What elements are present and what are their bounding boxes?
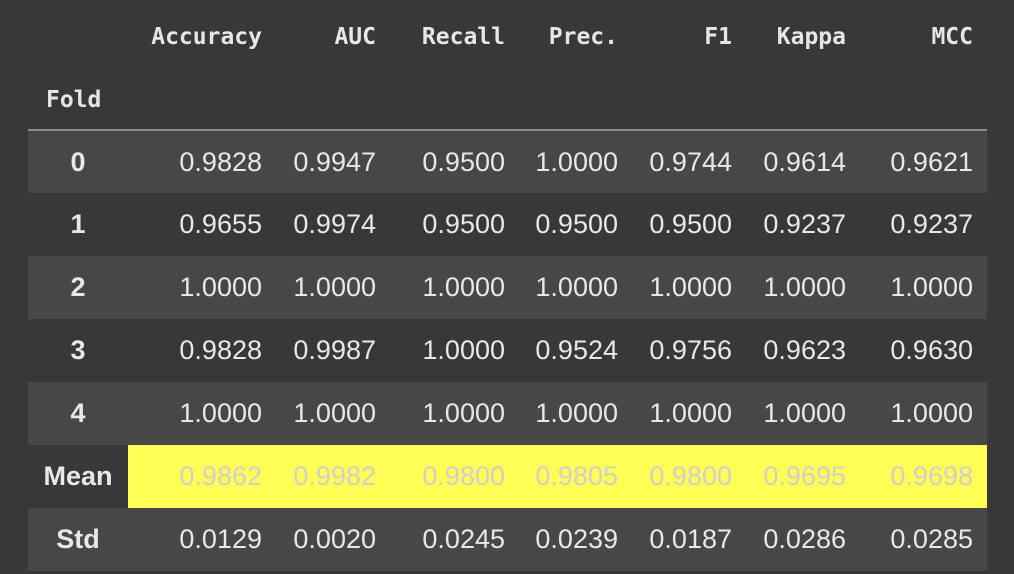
column-header: F1 bbox=[704, 23, 732, 50]
row-label: 4 bbox=[28, 382, 128, 445]
table-cell: 0.9828 bbox=[128, 130, 276, 193]
row-label: Mean bbox=[28, 445, 128, 508]
table-body: 0 0.9828 0.9947 0.9500 1.0000 0.9744 0.9614 0.9… bbox=[28, 130, 987, 571]
table-cell: 1.0000 bbox=[632, 256, 746, 319]
table-cell: 1.0000 bbox=[276, 256, 390, 319]
column-header: Prec. bbox=[548, 23, 618, 50]
table-cell: 0.0239 bbox=[519, 508, 632, 571]
table-cell: 0.9695 bbox=[746, 445, 860, 508]
table-cell: 0.9862 bbox=[128, 445, 276, 508]
index-name-row: Fold bbox=[28, 73, 987, 131]
table-cell: 0.0129 bbox=[128, 508, 276, 571]
table-cell: 0.9800 bbox=[390, 445, 519, 508]
table-cell: 0.9987 bbox=[276, 319, 390, 382]
table-cell: 1.0000 bbox=[860, 256, 987, 319]
table-cell: 0.9500 bbox=[632, 193, 746, 256]
column-header: Kappa bbox=[776, 23, 846, 50]
column-header: Accuracy bbox=[151, 23, 262, 50]
row-label: 1 bbox=[28, 193, 128, 256]
row-label: 0 bbox=[28, 130, 128, 193]
table-cell: 1.0000 bbox=[746, 256, 860, 319]
table-cell: 0.9698 bbox=[860, 445, 987, 508]
table-row-mean: Mean 0.9862 0.9982 0.9800 0.9805 0.9800 0.9695… bbox=[28, 445, 987, 508]
table-cell: 0.9500 bbox=[519, 193, 632, 256]
table-cell: 0.0020 bbox=[276, 508, 390, 571]
table-cell: 0.9623 bbox=[746, 319, 860, 382]
table-cell: 1.0000 bbox=[519, 382, 632, 445]
table-cell: 1.0000 bbox=[519, 130, 632, 193]
table-row: 0 0.9828 0.9947 0.9500 1.0000 0.9744 0.9614 0.9… bbox=[28, 130, 987, 193]
table-cell: 0.0286 bbox=[746, 508, 860, 571]
row-label: Std bbox=[28, 508, 128, 571]
table-cell: 0.9237 bbox=[746, 193, 860, 256]
table-cell: 0.9524 bbox=[519, 319, 632, 382]
index-name-header: Fold bbox=[28, 73, 128, 131]
table-cell: 0.9800 bbox=[632, 445, 746, 508]
table-row: 2 1.0000 1.0000 1.0000 1.0000 1.0000 1.0000 1.0… bbox=[28, 256, 987, 319]
table-cell: 1.0000 bbox=[390, 319, 519, 382]
table-cell: 0.9500 bbox=[390, 130, 519, 193]
table-row: 4 1.0000 1.0000 1.0000 1.0000 1.0000 1.0000 1.0… bbox=[28, 382, 987, 445]
table-cell: 1.0000 bbox=[519, 256, 632, 319]
column-header: MCC bbox=[931, 23, 973, 50]
table-cell: 0.9947 bbox=[276, 130, 390, 193]
row-label: 3 bbox=[28, 319, 128, 382]
table-cell: 1.0000 bbox=[390, 256, 519, 319]
table-cell: 1.0000 bbox=[128, 382, 276, 445]
column-header: Recall bbox=[421, 23, 505, 50]
table-row: 1 0.9655 0.9974 0.9500 0.9500 0.9500 0.9237 0.9… bbox=[28, 193, 987, 256]
table-cell: 0.9655 bbox=[128, 193, 276, 256]
table-cell: 0.0187 bbox=[632, 508, 746, 571]
table-cell: 0.9614 bbox=[746, 130, 860, 193]
table-cell: 1.0000 bbox=[632, 382, 746, 445]
table-row: 3 0.9828 0.9987 1.0000 0.9524 0.9756 0.9623 0.9… bbox=[28, 319, 987, 382]
table-cell: 0.9744 bbox=[632, 130, 746, 193]
table-cell: 0.9630 bbox=[860, 319, 987, 382]
table-cell: 0.9237 bbox=[860, 193, 987, 256]
table-cell: 0.0245 bbox=[390, 508, 519, 571]
table-cell: 1.0000 bbox=[860, 382, 987, 445]
table-cell: 0.9828 bbox=[128, 319, 276, 382]
table-cell: 1.0000 bbox=[746, 382, 860, 445]
table-cell: 0.9756 bbox=[632, 319, 746, 382]
cv-results-table: Accuracy AUC Recall Prec. F1 Kappa MCC F… bbox=[28, 0, 987, 571]
column-header-row: Accuracy AUC Recall Prec. F1 Kappa MCC bbox=[28, 0, 987, 73]
table-cell: 0.9621 bbox=[860, 130, 987, 193]
index-name-row-spacer bbox=[128, 73, 987, 131]
index-header-blank bbox=[28, 0, 128, 73]
table-cell: 0.9974 bbox=[276, 193, 390, 256]
column-header: AUC bbox=[334, 23, 376, 50]
table-cell: 0.0285 bbox=[860, 508, 987, 571]
table-row-std: Std 0.0129 0.0020 0.0245 0.0239 0.0187 0.0286 0… bbox=[28, 508, 987, 571]
row-label: 2 bbox=[28, 256, 128, 319]
table-cell: 0.9805 bbox=[519, 445, 632, 508]
table-cell: 1.0000 bbox=[128, 256, 276, 319]
table-cell: 0.9500 bbox=[390, 193, 519, 256]
table-cell: 0.9982 bbox=[276, 445, 390, 508]
table-cell: 1.0000 bbox=[276, 382, 390, 445]
table-cell: 1.0000 bbox=[390, 382, 519, 445]
